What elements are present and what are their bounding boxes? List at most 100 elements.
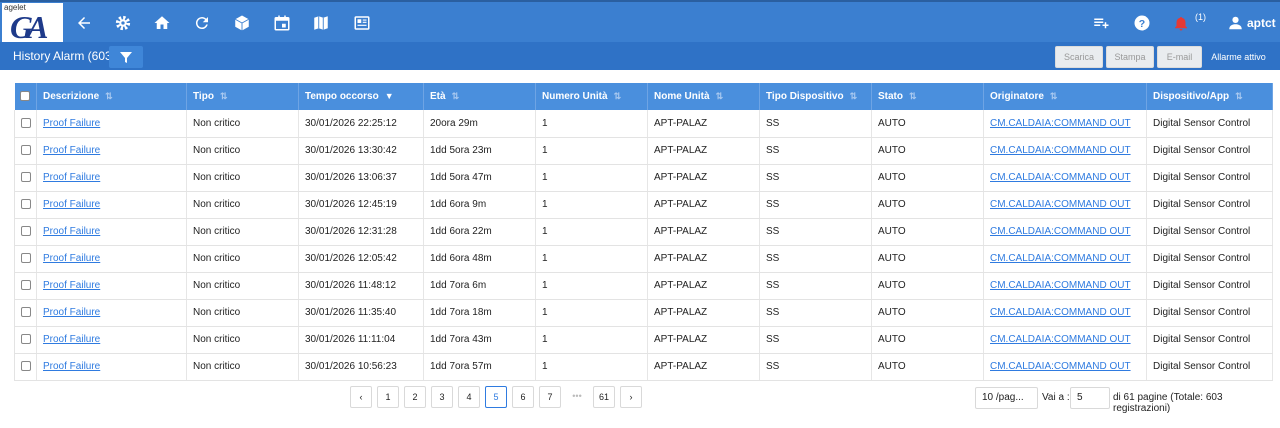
cell-text: APT-PALAZ [654,334,708,345]
logo[interactable]: agelet GA [2,3,63,45]
page-button[interactable]: 5 [485,386,507,408]
checkbox[interactable] [20,361,31,372]
column-header[interactable]: Età ⇅ [423,83,536,110]
cell-link[interactable]: Proof Failure [43,199,101,210]
sort-icon[interactable]: ⇅ [1049,91,1058,101]
home-icon[interactable] [153,14,171,32]
user-name[interactable]: aptct [1247,16,1276,30]
cell-link[interactable]: Proof Failure [43,280,101,291]
cell-text: SS [766,226,780,237]
page-button[interactable]: 61 [593,386,615,408]
sort-icon[interactable]: ⇅ [613,91,622,101]
column-header[interactable]: Descrizione ⇅ [36,83,187,110]
page-button[interactable]: 2 [404,386,426,408]
checkbox[interactable] [20,199,31,210]
cell-link[interactable]: Proof Failure [43,307,101,318]
cell-link[interactable]: Proof Failure [43,226,101,237]
cell-link[interactable]: Proof Failure [43,117,101,129]
sort-icon[interactable]: ⇅ [1235,91,1243,101]
page-button[interactable]: 3 [431,386,453,408]
checkbox[interactable] [20,307,31,318]
checkbox[interactable] [20,280,31,291]
page-size-select[interactable]: 10 /pag... [975,387,1038,409]
toolbar-button[interactable]: Scarica [1055,46,1103,68]
page-button[interactable]: 6 [512,386,534,408]
table-cell: Digital Sensor Control [1146,353,1273,381]
checkbox[interactable] [20,91,31,102]
table-cell: SS [759,164,872,192]
cell-link[interactable]: CM.CALDAIA:COMMAND OUT [990,334,1131,345]
sort-icon[interactable]: ⇅ [451,91,460,101]
cell-link[interactable]: Proof Failure [43,145,101,156]
add-list-icon[interactable] [1092,14,1110,32]
column-header[interactable]: Originatore ⇅ [983,83,1147,110]
sort-icon[interactable]: ⇅ [715,91,724,101]
filter-button[interactable] [109,46,143,68]
cell-link[interactable]: Proof Failure [43,172,101,183]
cell-link[interactable]: Proof Failure [43,253,101,264]
toolbar-button[interactable]: Allarme attivo [1205,46,1272,68]
table-cell: APT-PALAZ [647,110,760,138]
column-header[interactable]: Tipo ⇅ [186,83,299,110]
cell-link[interactable]: Proof Failure [43,361,101,372]
cell-link[interactable]: Proof Failure [43,334,101,345]
help-icon[interactable]: ? [1133,14,1151,32]
table-cell: Proof Failure [36,326,187,354]
cell-link[interactable]: CM.CALDAIA:COMMAND OUT [990,280,1131,291]
cell-link[interactable]: CM.CALDAIA:COMMAND OUT [990,145,1131,156]
map-icon[interactable] [312,14,330,32]
settings-icon[interactable] [114,14,132,32]
page-button[interactable]: 1 [377,386,399,408]
table-cell: 1 [535,326,648,354]
cell-link[interactable]: CM.CALDAIA:COMMAND OUT [990,199,1131,210]
cube-icon[interactable] [233,14,251,32]
logo-mark: GA [10,9,49,45]
column-header[interactable]: Stato ⇅ [871,83,984,110]
checkbox[interactable] [20,226,31,237]
goto-select[interactable]: 5 [1070,387,1110,409]
toolbar-button[interactable]: Stampa [1106,46,1154,68]
table-cell: Non critico [186,218,299,246]
cell-link[interactable]: CM.CALDAIA:COMMAND OUT [990,253,1131,264]
cell-text: 1dd 7ora 6m [430,280,487,291]
column-header[interactable]: Numero Unità ⇅ [535,83,648,110]
table-cell: 1dd 5ora 47m [423,164,536,192]
page-button[interactable]: 7 [539,386,561,408]
prev-page[interactable]: ‹ [350,386,372,408]
column-header[interactable]: Tipo Dispositivo ⇅ [759,83,872,110]
column-header[interactable]: Nome Unità ⇅ [647,83,760,110]
table-cell: CM.CALDAIA:COMMAND OUT [983,218,1147,246]
sort-icon[interactable]: ⇅ [909,91,917,101]
cell-link[interactable]: CM.CALDAIA:COMMAND OUT [990,117,1131,129]
cell-link[interactable]: CM.CALDAIA:COMMAND OUT [990,307,1131,318]
table-cell: Non critico [186,245,299,273]
refresh-icon[interactable] [193,14,211,32]
checkbox[interactable] [20,334,31,345]
checkbox[interactable] [20,172,31,183]
report-icon[interactable] [353,14,371,32]
bell-icon[interactable] [1172,14,1190,32]
sort-icon[interactable]: ⇅ [219,91,228,101]
table-cell: SS [759,191,872,219]
back-icon[interactable] [75,14,93,32]
page-ellipsis[interactable]: ••• [566,386,588,408]
cell-link[interactable]: CM.CALDAIA:COMMAND OUT [990,172,1131,183]
calendar-icon[interactable] [273,14,291,32]
column-title: Tempo occorso [305,91,379,102]
column-header[interactable]: Tempo occorso ▼ [298,83,424,110]
cell-text: AUTO [878,280,906,291]
user-icon[interactable] [1228,14,1243,32]
sort-icon[interactable]: ⇅ [105,91,113,101]
toolbar-button[interactable]: E-mail [1157,46,1202,68]
cell-link[interactable]: CM.CALDAIA:COMMAND OUT [990,361,1131,372]
page-button[interactable]: 4 [458,386,480,408]
checkbox[interactable] [20,253,31,264]
cell-link[interactable]: CM.CALDAIA:COMMAND OUT [990,226,1131,237]
checkbox[interactable] [20,118,31,129]
column-title: Età [430,91,446,102]
next-page[interactable]: › [620,386,642,408]
sort-icon[interactable]: ⇅ [849,91,858,101]
column-header[interactable]: Dispositivo/App ⇅ [1146,83,1273,110]
checkbox[interactable] [20,145,31,156]
sort-icon[interactable]: ▼ [384,91,394,101]
